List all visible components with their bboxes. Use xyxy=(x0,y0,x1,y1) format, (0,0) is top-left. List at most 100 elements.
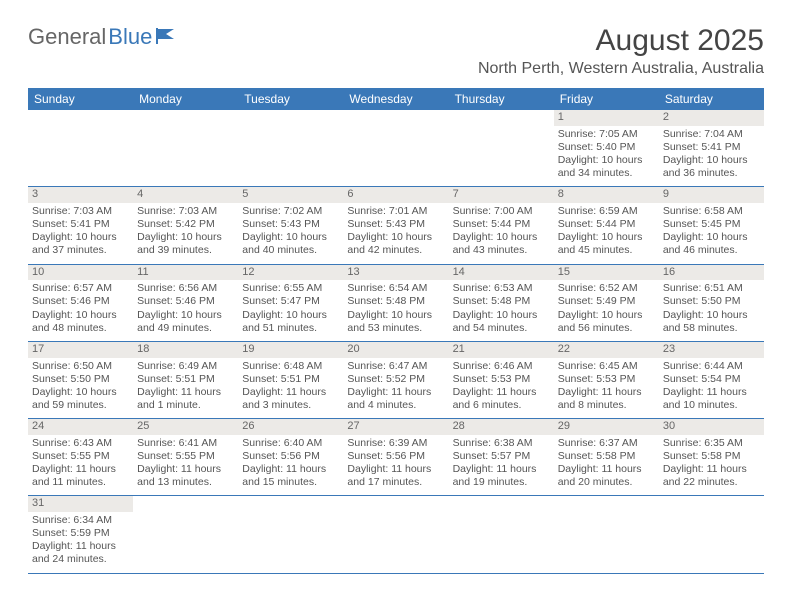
daylight-text: Daylight: 10 hours xyxy=(663,309,760,322)
calendar-cell: 2Sunrise: 7:04 AMSunset: 5:41 PMDaylight… xyxy=(659,110,764,186)
day-number: 9 xyxy=(659,187,764,203)
calendar-cell-empty xyxy=(28,110,133,186)
sunset-text: Sunset: 5:41 PM xyxy=(32,218,129,231)
sunrise-text: Sunrise: 6:46 AM xyxy=(453,360,550,373)
daylight-text: and 20 minutes. xyxy=(558,476,655,489)
daylight-text: Daylight: 11 hours xyxy=(663,463,760,476)
sunset-text: Sunset: 5:48 PM xyxy=(347,295,444,308)
calendar-cell: 27Sunrise: 6:39 AMSunset: 5:56 PMDayligh… xyxy=(343,419,448,495)
calendar-cell: 29Sunrise: 6:37 AMSunset: 5:58 PMDayligh… xyxy=(554,419,659,495)
calendar-cell-empty xyxy=(133,110,238,186)
daylight-text: Daylight: 10 hours xyxy=(453,231,550,244)
day-number: 19 xyxy=(238,342,343,358)
sunset-text: Sunset: 5:44 PM xyxy=(453,218,550,231)
calendar-cell: 26Sunrise: 6:40 AMSunset: 5:56 PMDayligh… xyxy=(238,419,343,495)
calendar-cell: 28Sunrise: 6:38 AMSunset: 5:57 PMDayligh… xyxy=(449,419,554,495)
sunset-text: Sunset: 5:49 PM xyxy=(558,295,655,308)
day-number: 16 xyxy=(659,265,764,281)
sunset-text: Sunset: 5:43 PM xyxy=(242,218,339,231)
daylight-text: Daylight: 10 hours xyxy=(137,231,234,244)
day-number: 1 xyxy=(554,110,659,126)
day-number: 13 xyxy=(343,265,448,281)
day-number: 22 xyxy=(554,342,659,358)
daylight-text: and 59 minutes. xyxy=(32,399,129,412)
calendar-grid: SundayMondayTuesdayWednesdayThursdayFrid… xyxy=(28,88,764,574)
sunset-text: Sunset: 5:42 PM xyxy=(137,218,234,231)
day-number: 15 xyxy=(554,265,659,281)
flag-icon xyxy=(156,28,178,44)
day-number: 8 xyxy=(554,187,659,203)
day-number: 18 xyxy=(133,342,238,358)
sunset-text: Sunset: 5:43 PM xyxy=(347,218,444,231)
calendar-cell: 12Sunrise: 6:55 AMSunset: 5:47 PMDayligh… xyxy=(238,265,343,341)
calendar-cell: 19Sunrise: 6:48 AMSunset: 5:51 PMDayligh… xyxy=(238,342,343,418)
daylight-text: and 22 minutes. xyxy=(663,476,760,489)
sunset-text: Sunset: 5:50 PM xyxy=(32,373,129,386)
sunrise-text: Sunrise: 6:40 AM xyxy=(242,437,339,450)
daylight-text: and 54 minutes. xyxy=(453,322,550,335)
daylight-text: Daylight: 11 hours xyxy=(453,386,550,399)
daylight-text: and 24 minutes. xyxy=(32,553,129,566)
sunrise-text: Sunrise: 7:03 AM xyxy=(32,205,129,218)
daylight-text: Daylight: 10 hours xyxy=(663,154,760,167)
calendar-cell-empty xyxy=(238,110,343,186)
calendar-cell: 16Sunrise: 6:51 AMSunset: 5:50 PMDayligh… xyxy=(659,265,764,341)
daylight-text: Daylight: 10 hours xyxy=(347,231,444,244)
daylight-text: Daylight: 10 hours xyxy=(32,386,129,399)
daylight-text: Daylight: 11 hours xyxy=(32,540,129,553)
calendar-cell: 15Sunrise: 6:52 AMSunset: 5:49 PMDayligh… xyxy=(554,265,659,341)
sunset-text: Sunset: 5:56 PM xyxy=(347,450,444,463)
sunrise-text: Sunrise: 6:45 AM xyxy=(558,360,655,373)
sunrise-text: Sunrise: 6:50 AM xyxy=(32,360,129,373)
sunrise-text: Sunrise: 6:44 AM xyxy=(663,360,760,373)
daylight-text: Daylight: 10 hours xyxy=(242,309,339,322)
daylight-text: and 8 minutes. xyxy=(558,399,655,412)
calendar-week: 1Sunrise: 7:05 AMSunset: 5:40 PMDaylight… xyxy=(28,110,764,187)
sunset-text: Sunset: 5:48 PM xyxy=(453,295,550,308)
calendar-cell: 17Sunrise: 6:50 AMSunset: 5:50 PMDayligh… xyxy=(28,342,133,418)
sunrise-text: Sunrise: 7:02 AM xyxy=(242,205,339,218)
weekday-header: Thursday xyxy=(449,88,554,110)
day-number: 21 xyxy=(449,342,554,358)
brand-general: General xyxy=(28,24,106,50)
calendar-cell-empty xyxy=(554,496,659,572)
sunrise-text: Sunrise: 6:47 AM xyxy=(347,360,444,373)
day-number: 6 xyxy=(343,187,448,203)
daylight-text: Daylight: 11 hours xyxy=(347,386,444,399)
sunset-text: Sunset: 5:58 PM xyxy=(663,450,760,463)
weekday-header: Wednesday xyxy=(343,88,448,110)
calendar-cell-empty xyxy=(133,496,238,572)
daylight-text: and 53 minutes. xyxy=(347,322,444,335)
sunset-text: Sunset: 5:44 PM xyxy=(558,218,655,231)
sunrise-text: Sunrise: 7:04 AM xyxy=(663,128,760,141)
day-number: 31 xyxy=(28,496,133,512)
daylight-text: and 37 minutes. xyxy=(32,244,129,257)
sunrise-text: Sunrise: 7:03 AM xyxy=(137,205,234,218)
calendar-cell: 11Sunrise: 6:56 AMSunset: 5:46 PMDayligh… xyxy=(133,265,238,341)
sunrise-text: Sunrise: 6:34 AM xyxy=(32,514,129,527)
weekday-header: Tuesday xyxy=(238,88,343,110)
daylight-text: Daylight: 10 hours xyxy=(558,309,655,322)
location-subtitle: North Perth, Western Australia, Australi… xyxy=(478,60,764,78)
daylight-text: Daylight: 11 hours xyxy=(137,463,234,476)
day-number: 10 xyxy=(28,265,133,281)
sunset-text: Sunset: 5:51 PM xyxy=(242,373,339,386)
daylight-text: and 17 minutes. xyxy=(347,476,444,489)
daylight-text: and 56 minutes. xyxy=(558,322,655,335)
daylight-text: and 51 minutes. xyxy=(242,322,339,335)
calendar-cell: 22Sunrise: 6:45 AMSunset: 5:53 PMDayligh… xyxy=(554,342,659,418)
sunset-text: Sunset: 5:52 PM xyxy=(347,373,444,386)
daylight-text: Daylight: 10 hours xyxy=(558,154,655,167)
calendar-cell: 4Sunrise: 7:03 AMSunset: 5:42 PMDaylight… xyxy=(133,187,238,263)
sunrise-text: Sunrise: 6:49 AM xyxy=(137,360,234,373)
sunrise-text: Sunrise: 6:57 AM xyxy=(32,282,129,295)
calendar-cell: 10Sunrise: 6:57 AMSunset: 5:46 PMDayligh… xyxy=(28,265,133,341)
calendar-cell: 7Sunrise: 7:00 AMSunset: 5:44 PMDaylight… xyxy=(449,187,554,263)
brand-logo: General Blue xyxy=(28,24,178,50)
calendar-cell: 20Sunrise: 6:47 AMSunset: 5:52 PMDayligh… xyxy=(343,342,448,418)
day-number: 30 xyxy=(659,419,764,435)
daylight-text: and 19 minutes. xyxy=(453,476,550,489)
daylight-text: Daylight: 11 hours xyxy=(32,463,129,476)
sunset-text: Sunset: 5:51 PM xyxy=(137,373,234,386)
sunrise-text: Sunrise: 6:39 AM xyxy=(347,437,444,450)
